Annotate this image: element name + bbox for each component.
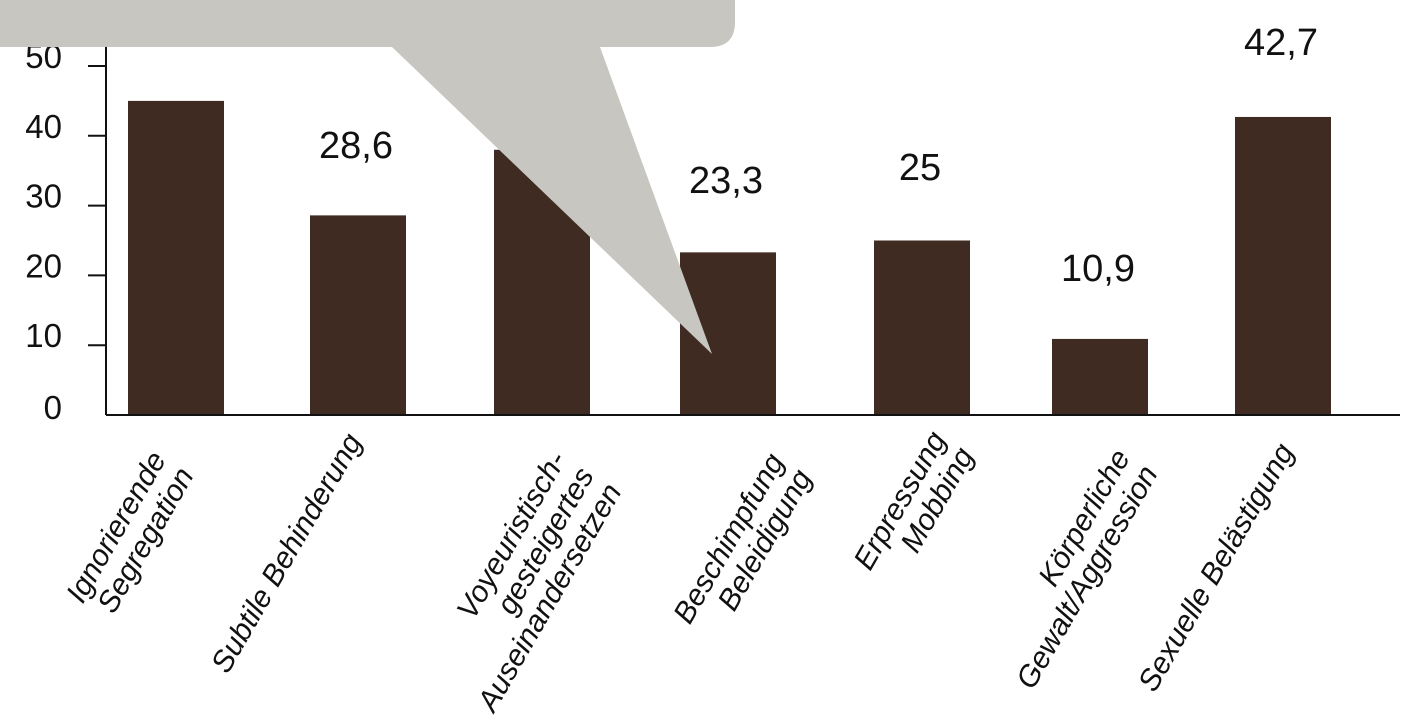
svg-text:KörperlicheGewalt/Aggression: KörperlicheGewalt/Aggression [982, 444, 1164, 695]
y-tick-label: 40 [25, 108, 62, 145]
category-label: BeschimpfungBeleidigung [667, 448, 819, 645]
bar [310, 215, 406, 415]
category-label: Voyeuristisch-gesteigertesAuseinanderset… [415, 446, 629, 719]
data-label: 25 [899, 147, 941, 189]
bar [874, 240, 970, 415]
category-label: KörperlicheGewalt/Aggression [982, 444, 1164, 695]
bar [1235, 116, 1331, 415]
callout-bubble [0, 0, 735, 354]
bar [128, 100, 224, 416]
y-tick-label: 10 [25, 317, 62, 354]
category-label: Subtile Behinderung [205, 428, 369, 679]
value-labels: 28,6 23,3 25 10,9 42,7 [319, 22, 1318, 290]
category-label: ErpressungMobbing [848, 426, 981, 592]
bars [128, 100, 1331, 416]
data-label: 42,7 [1244, 22, 1318, 64]
svg-text:BeschimpfungBeleidigung: BeschimpfungBeleidigung [667, 448, 819, 645]
svg-text:Subtile Behinderung: Subtile Behinderung [205, 428, 369, 679]
data-label: 28,6 [319, 125, 393, 167]
y-tick-label: 0 [44, 389, 62, 426]
data-label: 23,3 [689, 160, 763, 202]
y-tick-label: 30 [25, 178, 62, 215]
category-label: IgnorierendeSegregation [60, 446, 201, 624]
data-label: 10,9 [1061, 248, 1135, 290]
x-axis-categories: IgnorierendeSegregation Subtile Behinderu… [60, 426, 1301, 719]
category-label-line: Subtile Behinderung [205, 428, 369, 679]
svg-text:ErpressungMobbing: ErpressungMobbing [848, 426, 981, 592]
svg-text:Voyeuristisch-gesteigertesAuse: Voyeuristisch-gesteigertesAuseinanderset… [415, 446, 628, 719]
y-tick-label: 20 [25, 247, 62, 284]
svg-text:IgnorierendeSegregation: IgnorierendeSegregation [60, 446, 201, 624]
bar [1052, 338, 1148, 415]
